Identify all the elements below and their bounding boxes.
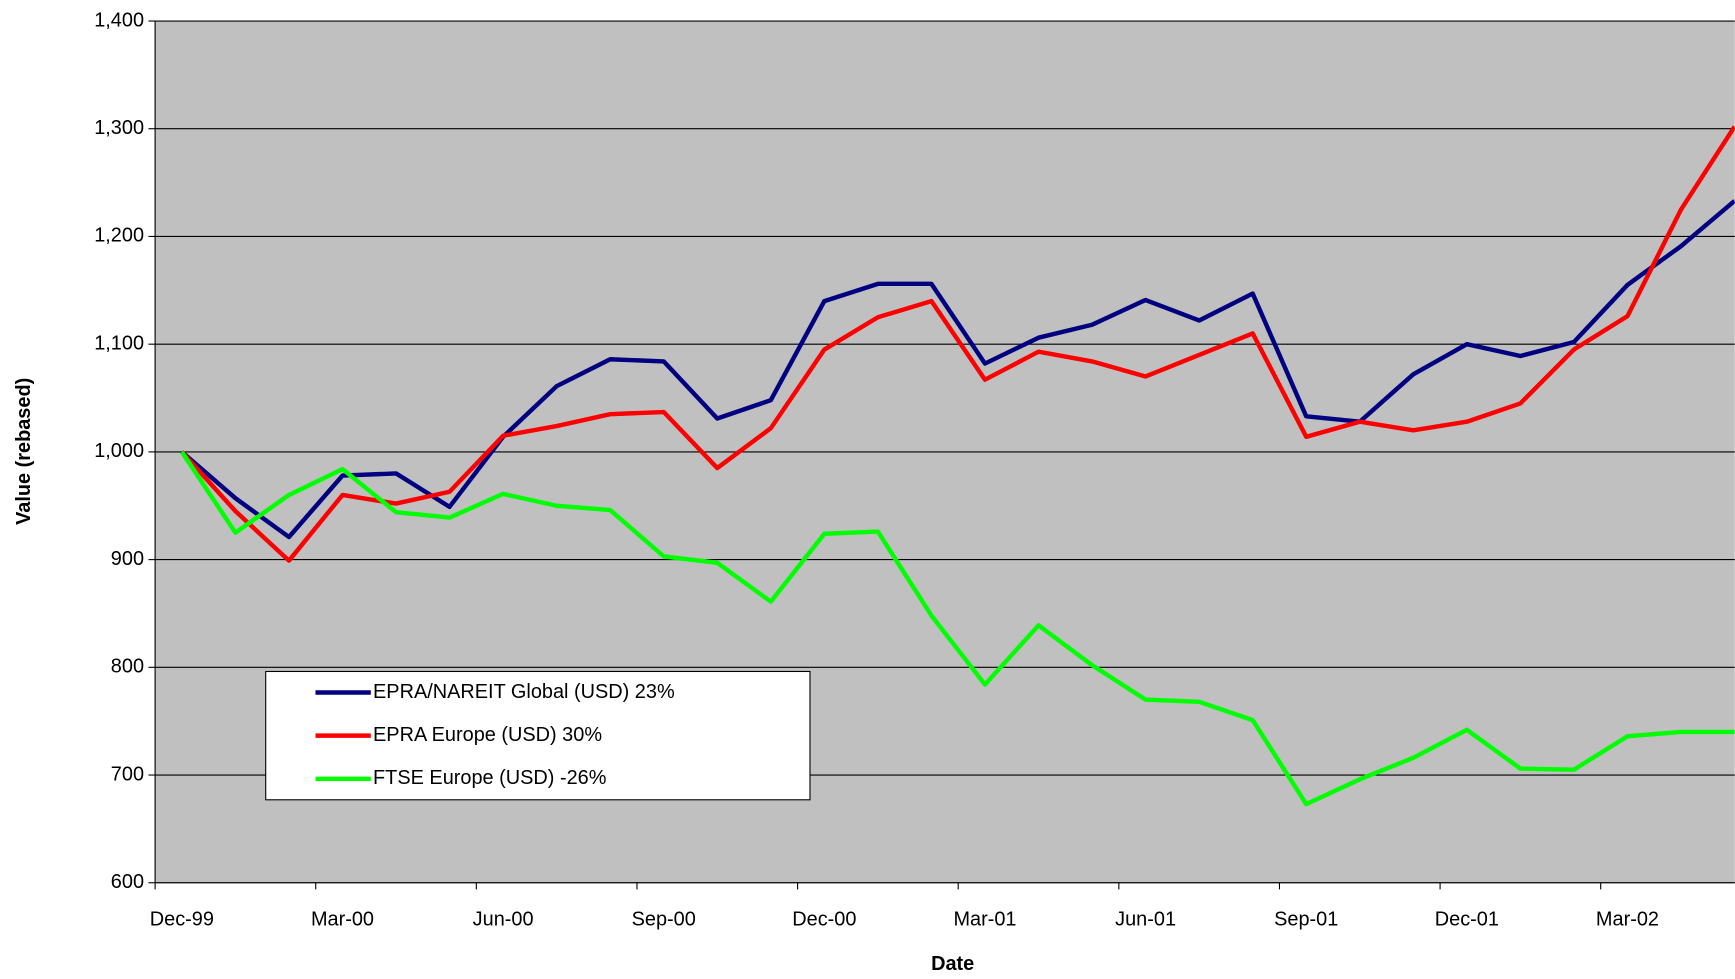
x-tick-label: Sep-01 xyxy=(1274,909,1338,931)
x-tick-label: Dec-00 xyxy=(792,909,856,931)
y-tick-label: 900 xyxy=(111,548,144,570)
x-tick-label: Dec-99 xyxy=(150,909,214,931)
y-tick-label: 1,400 xyxy=(94,9,144,31)
y-tick-label: 600 xyxy=(111,871,144,893)
legend-label: EPRA/NAREIT Global (USD) 23% xyxy=(373,681,675,703)
x-tick-label: Dec-01 xyxy=(1435,909,1499,931)
series-line xyxy=(180,450,1735,807)
x-tick-label: Mar-01 xyxy=(953,909,1016,931)
y-tick-label: 1,000 xyxy=(94,440,144,462)
series-line xyxy=(180,199,1735,540)
x-tick-label: Jun-01 xyxy=(1115,909,1176,931)
y-tick-label: 1,200 xyxy=(94,225,144,247)
x-tick-label: Mar-00 xyxy=(311,909,374,931)
y-tick-label: 1,300 xyxy=(94,117,144,139)
y-axis-label: Value (rebased) xyxy=(13,378,35,525)
series-line xyxy=(180,125,1735,563)
y-tick-label: 800 xyxy=(111,656,144,678)
x-tick-label: Jun-00 xyxy=(473,909,534,931)
legend-label: FTSE Europe (USD) -26% xyxy=(373,767,606,789)
x-axis-label: Date xyxy=(931,953,974,975)
x-tick-label: Mar-02 xyxy=(1596,909,1659,931)
legend-label: EPRA Europe (USD) 30% xyxy=(373,724,602,746)
x-tick-label: Sep-00 xyxy=(632,909,696,931)
y-tick-label: 1,100 xyxy=(94,332,144,354)
y-tick-label: 700 xyxy=(111,763,144,785)
